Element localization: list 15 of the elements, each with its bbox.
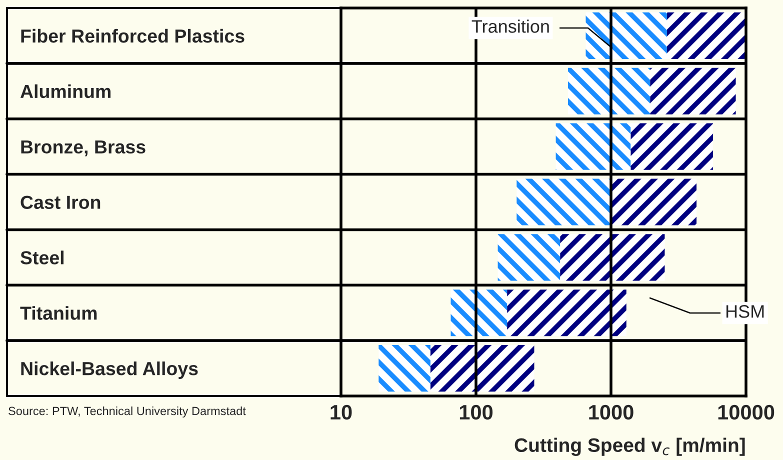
x-tick-label: 1000 — [589, 404, 634, 420]
x-axis-title: Cutting Speed v$_{c}$ [m/min] — [514, 438, 745, 456]
annotation: Transition — [472, 20, 549, 33]
y-tick-label: Titanium — [20, 306, 97, 320]
y-tick-label: Bronze, Brass — [21, 140, 146, 156]
x-tick-label: 10 — [330, 404, 352, 420]
y-tick-label: Steel — [20, 250, 64, 264]
y-tick-label: Aluminum — [20, 84, 110, 98]
source-note: Source: PTW, Technical University Darmstadt — [8, 406, 246, 418]
x-tick-label: 10000 — [718, 404, 774, 420]
y-tick-label: Nickel-Based Alloys — [21, 361, 198, 379]
y-tick-label: Cast Iron — [20, 196, 100, 209]
y-tick-label: Fiber Reinforced Plastics — [21, 28, 244, 43]
x-tick-label: 100 — [460, 404, 493, 420]
annotation: HSM — [726, 305, 764, 318]
